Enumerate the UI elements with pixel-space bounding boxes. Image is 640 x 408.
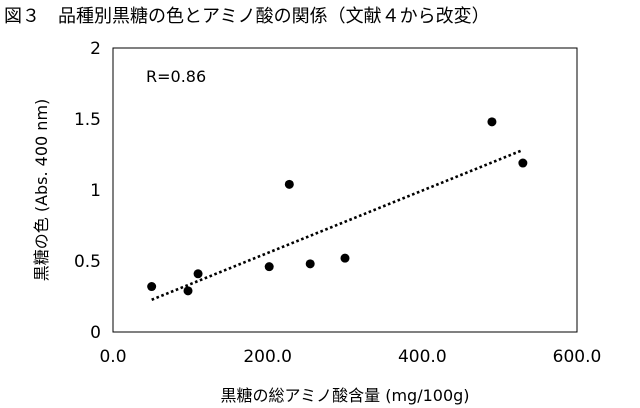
data-point: [284, 179, 294, 189]
x-tick-label: 400.0: [398, 347, 447, 367]
data-point: [264, 262, 274, 272]
figure-title: 図３ 品種別黒糖の色とアミノ酸の関係（文献４から改変）: [4, 6, 490, 27]
data-point: [487, 117, 497, 127]
y-tick-label: 0: [90, 323, 101, 343]
y-tick-label: 2: [90, 39, 101, 59]
y-tick-label: 0.5: [74, 252, 101, 272]
y-tick-label: 1.5: [74, 110, 101, 130]
data-point: [147, 282, 157, 292]
correlation-annotation: R=0.86: [146, 67, 206, 86]
trendline: [151, 148, 524, 301]
data-points: [147, 117, 528, 296]
y-tick-label: 1: [90, 181, 101, 201]
data-point: [340, 253, 350, 263]
data-point: [305, 259, 315, 269]
y-axis-label: 黒糖の色 (Abs. 400 nm): [32, 99, 51, 282]
x-tick-labels: 0.0 200.0 400.0 600.0: [99, 347, 601, 367]
data-point: [183, 286, 193, 296]
plot-area-frame: [112, 47, 578, 333]
x-axis-label: 黒糖の総アミノ酸含量 (mg/100g): [220, 386, 469, 405]
trendline-group: [151, 148, 524, 301]
x-tick-label: 600.0: [553, 347, 602, 367]
x-tick-label: 0.0: [99, 347, 126, 367]
y-tick-labels: 0 0.5 1 1.5 2: [74, 39, 101, 343]
x-tick-label: 200.0: [243, 347, 292, 367]
data-point: [193, 269, 203, 279]
data-point: [518, 158, 528, 168]
